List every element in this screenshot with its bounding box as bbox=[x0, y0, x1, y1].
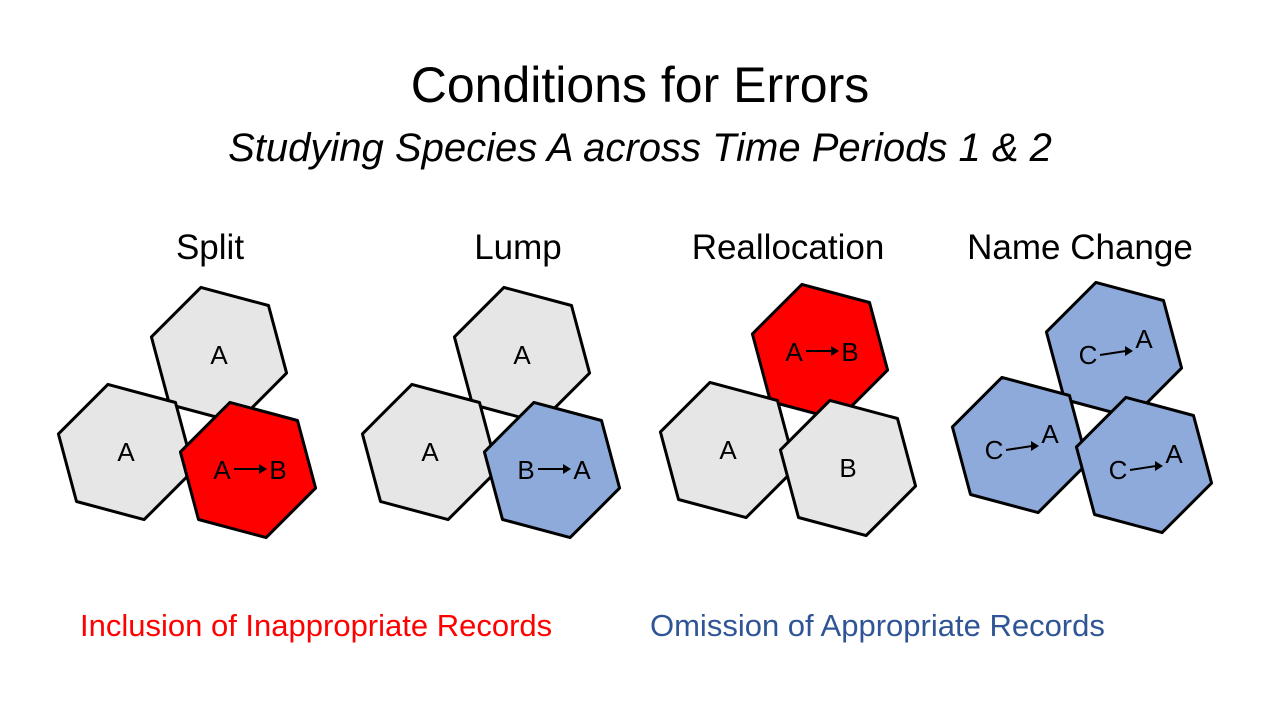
hex-name-change-left-arrowhead-icon bbox=[1031, 441, 1039, 451]
hex-name-change-top-arrow-icon bbox=[1099, 350, 1127, 356]
panel-label-split: Split bbox=[175, 228, 245, 267]
legend-inclusion: Inclusion of Inappropriate Records bbox=[80, 608, 553, 643]
hex-reallocation-top-arrowhead-icon bbox=[831, 346, 839, 356]
slide-title: Conditions for Errors bbox=[410, 57, 870, 113]
hex-cell-reallocation-right bbox=[778, 398, 918, 538]
panel-label-name-change: Name Change bbox=[967, 228, 1193, 267]
hex-lump-top-label: A bbox=[513, 340, 531, 370]
hex-split-right-arrowhead-icon bbox=[259, 464, 267, 474]
hex-cell-name-change-right bbox=[1074, 395, 1214, 535]
hex-name-change-right-arrow-icon bbox=[1129, 465, 1157, 471]
hex-lump-right-arrowhead-icon bbox=[563, 464, 571, 474]
hex-reallocation-top-from-label: A bbox=[785, 337, 803, 367]
hex-lump-right-from-label: B bbox=[517, 455, 534, 485]
hex-name-change-left-from-label: C bbox=[985, 435, 1004, 465]
hex-cell-reallocation-left bbox=[658, 380, 798, 520]
hex-reallocation-top-to-label: B bbox=[841, 337, 858, 367]
hex-split-top-label: A bbox=[210, 340, 228, 370]
hex-name-change-right-to-label: A bbox=[1165, 439, 1183, 469]
panel-label-reallocation: Reallocation bbox=[691, 228, 885, 267]
slide-subtitle: Studying Species A across Time Periods 1… bbox=[228, 126, 1052, 170]
hex-split-right-from-label: A bbox=[213, 455, 231, 485]
hex-split-right-to-label: B bbox=[269, 455, 286, 485]
hex-lump-right-to-label: A bbox=[573, 455, 591, 485]
hex-name-change-top-to-label: A bbox=[1135, 324, 1153, 354]
hex-cell-name-change-left bbox=[950, 375, 1090, 515]
hex-name-change-right-arrowhead-icon bbox=[1155, 461, 1163, 471]
panel-label-lump: Lump bbox=[474, 228, 562, 267]
hex-name-change-right-from-label: C bbox=[1109, 455, 1128, 485]
hex-split-left-label: A bbox=[117, 437, 135, 467]
hex-cell-lump-left bbox=[360, 382, 500, 522]
hex-reallocation-right-label: B bbox=[839, 453, 856, 483]
hex-reallocation-left-label: A bbox=[719, 435, 737, 465]
hex-name-change-top-from-label: C bbox=[1079, 340, 1098, 370]
legend-omission: Omission of Appropriate Records bbox=[650, 608, 1105, 643]
hex-name-change-left-arrow-icon bbox=[1005, 445, 1033, 451]
hex-name-change-top-arrowhead-icon bbox=[1125, 346, 1133, 356]
hex-cell-split-left bbox=[56, 382, 196, 522]
hex-name-change-left-to-label: A bbox=[1041, 419, 1059, 449]
hex-lump-left-label: A bbox=[421, 437, 439, 467]
